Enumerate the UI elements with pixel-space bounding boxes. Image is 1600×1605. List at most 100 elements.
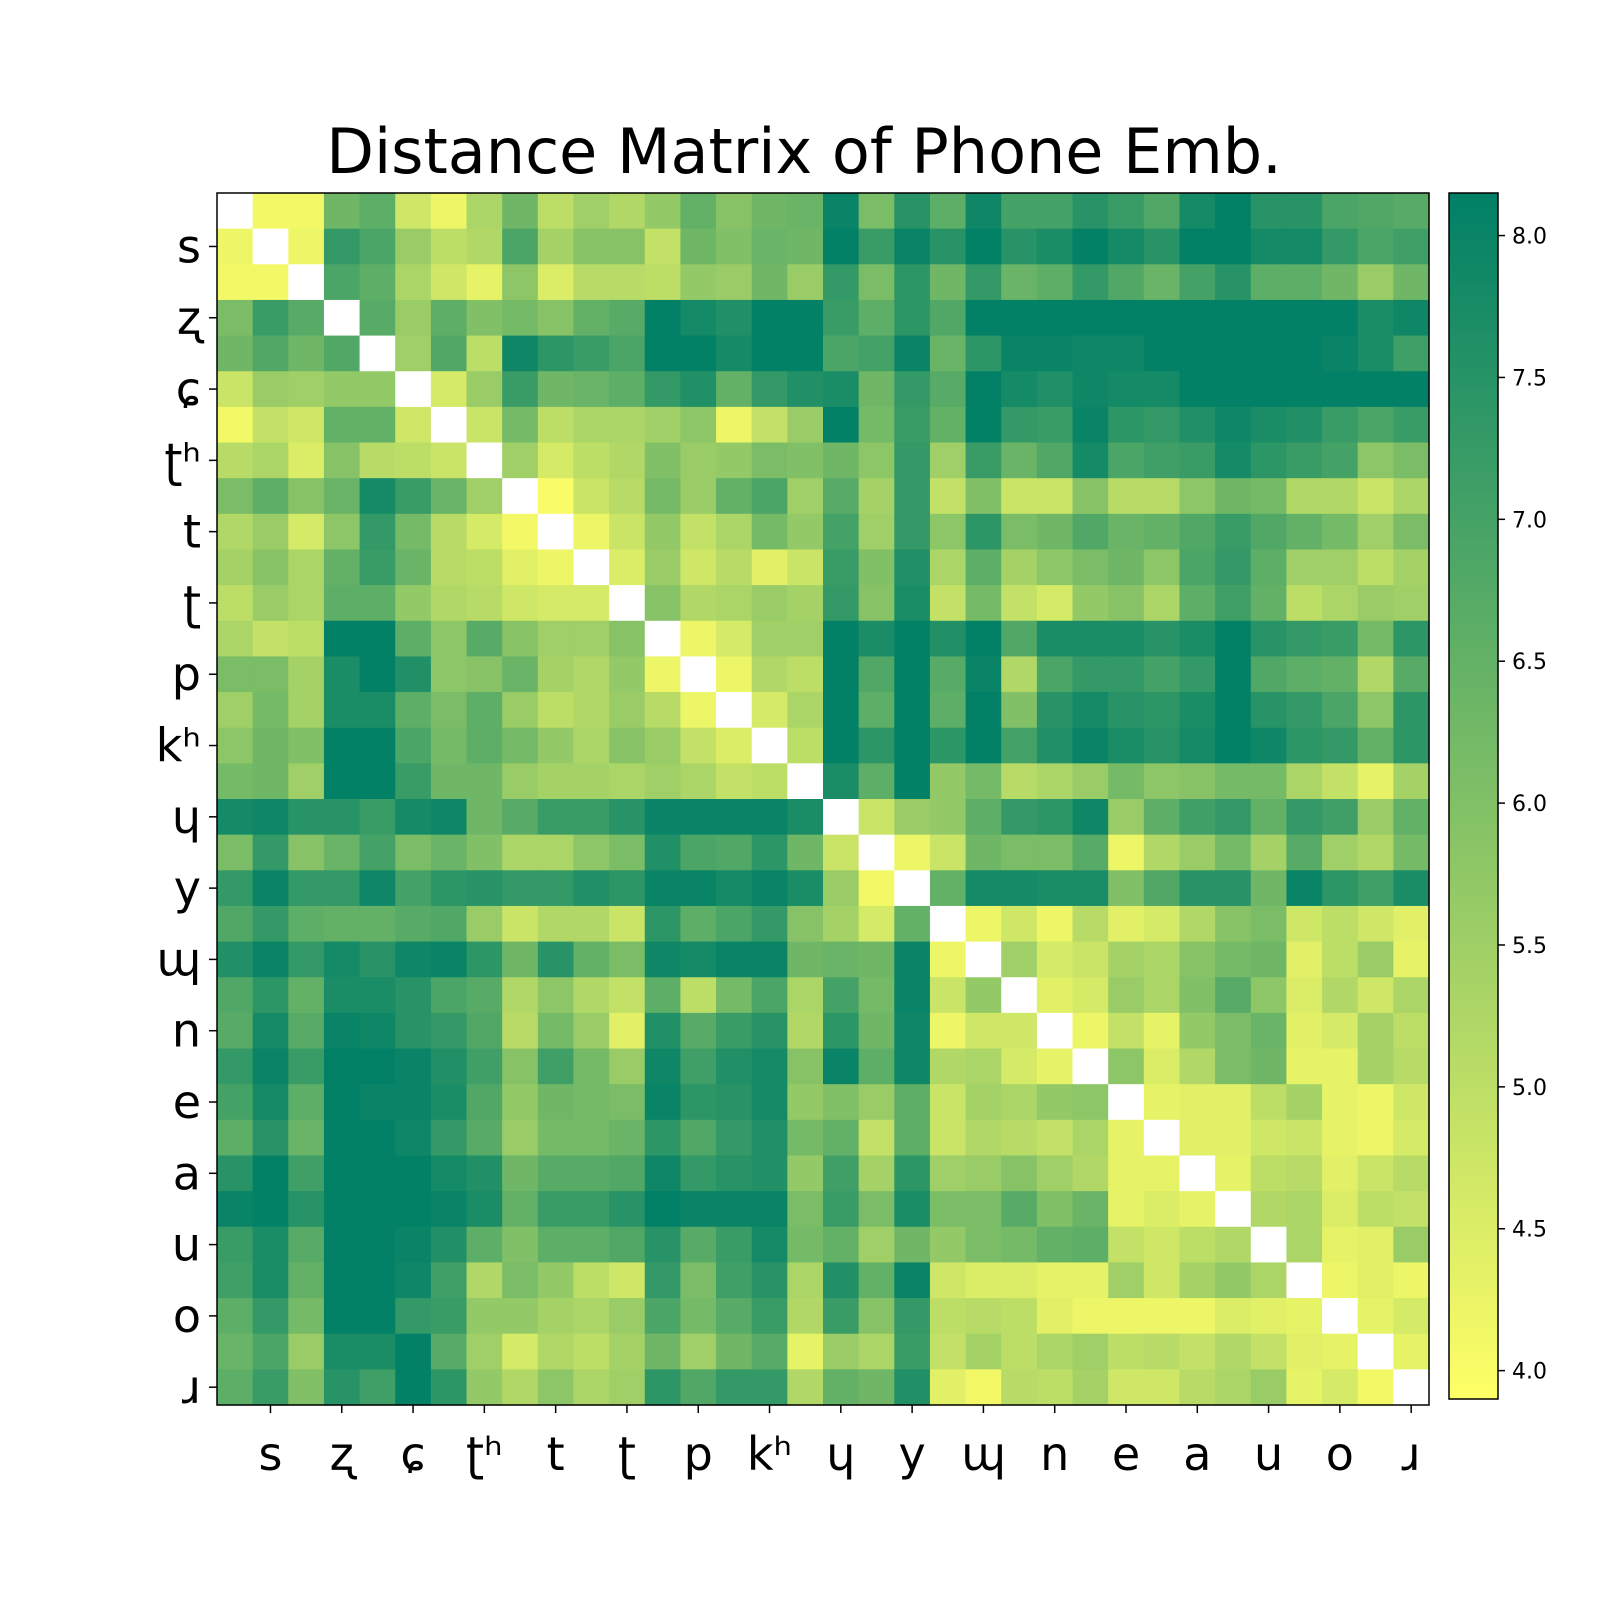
heatmap-cell xyxy=(288,834,325,871)
heatmap-cell xyxy=(395,193,432,230)
heatmap-cell xyxy=(751,1155,788,1192)
heatmap-cell xyxy=(323,870,361,907)
heatmap-cell xyxy=(252,905,289,943)
heatmap-cell xyxy=(751,941,788,978)
heatmap-cell xyxy=(787,727,824,764)
heatmap-cell xyxy=(823,1333,860,1370)
heatmap-cell xyxy=(1250,406,1288,444)
colorbar-tick-label: 6.5 xyxy=(1512,650,1547,675)
heatmap-cell xyxy=(395,264,432,301)
heatmap-cell xyxy=(395,478,432,515)
heatmap-cell xyxy=(430,1012,468,1050)
heatmap-cell xyxy=(395,1262,432,1299)
heatmap-cell xyxy=(1215,549,1252,586)
heatmap-cell xyxy=(1250,1262,1288,1299)
heatmap-cell xyxy=(858,228,895,265)
heatmap-cell xyxy=(1179,1155,1216,1192)
heatmap-cell xyxy=(1036,1191,1074,1228)
heatmap-cell xyxy=(573,799,610,836)
heatmap-cell xyxy=(858,442,895,479)
heatmap-cell xyxy=(430,442,468,479)
heatmap-cell xyxy=(858,727,895,764)
heatmap-cell xyxy=(502,692,539,729)
heatmap-cell xyxy=(288,763,325,800)
heatmap-cell xyxy=(252,620,289,658)
heatmap-cell xyxy=(537,834,575,871)
heatmap-cell xyxy=(1215,371,1252,408)
heatmap-cell xyxy=(751,692,788,729)
heatmap-cell xyxy=(466,478,503,515)
heatmap-cell xyxy=(466,228,503,265)
heatmap-cell xyxy=(823,549,860,586)
heatmap-cell xyxy=(929,620,967,658)
heatmap-cell xyxy=(680,1369,717,1406)
heatmap-cell xyxy=(1143,834,1181,871)
heatmap-cell xyxy=(1001,799,1038,836)
heatmap-cell xyxy=(1357,656,1394,693)
heatmap-cell xyxy=(1072,941,1109,978)
heatmap-cell xyxy=(502,834,539,871)
heatmap-cell xyxy=(1286,1191,1323,1228)
heatmap-cell xyxy=(288,905,325,943)
heatmap-cell xyxy=(716,299,753,337)
heatmap-cell xyxy=(858,870,895,907)
heatmap-cell xyxy=(288,1048,325,1085)
heatmap-cell xyxy=(1357,870,1394,907)
heatmap-cell xyxy=(252,442,289,479)
heatmap-cell xyxy=(573,905,610,943)
heatmap-cell xyxy=(894,1191,931,1228)
heatmap-cell xyxy=(1322,1298,1359,1335)
heatmap-cell xyxy=(359,656,396,693)
heatmap-cell xyxy=(751,1226,788,1264)
heatmap-cell xyxy=(1001,905,1038,943)
heatmap-cell xyxy=(1072,977,1109,1014)
heatmap-cell xyxy=(929,727,967,764)
heatmap-cell xyxy=(929,1012,967,1050)
heatmap-cell xyxy=(644,763,682,800)
heatmap-cell xyxy=(894,442,931,479)
heatmap-cell xyxy=(537,763,575,800)
heatmap-cell xyxy=(965,585,1002,622)
heatmap-cell xyxy=(716,692,753,729)
heatmap-cell xyxy=(751,763,788,800)
heatmap-cell xyxy=(252,692,289,729)
heatmap-cell xyxy=(1286,799,1323,836)
colorbar-tick-label: 4.0 xyxy=(1512,1360,1547,1385)
heatmap-cell xyxy=(680,1226,717,1264)
heatmap-cell xyxy=(395,727,432,764)
heatmap-cell xyxy=(537,264,575,301)
heatmap-cell xyxy=(1108,513,1145,551)
heatmap-cell xyxy=(1179,442,1216,479)
heatmap-cell xyxy=(1108,193,1145,230)
heatmap-cell xyxy=(929,799,967,836)
heatmap-cell xyxy=(1286,193,1323,230)
colorbar-tick-label: 5.5 xyxy=(1512,934,1547,959)
heatmap-cell xyxy=(894,1262,931,1299)
heatmap-cell xyxy=(1001,1191,1038,1228)
heatmap-cell xyxy=(1179,371,1216,408)
heatmap-cell xyxy=(1322,870,1359,907)
heatmap-cell xyxy=(466,513,503,551)
heatmap-cell xyxy=(1322,941,1359,978)
heatmap-cell xyxy=(1322,1262,1359,1299)
heatmap-cell xyxy=(252,549,289,586)
heatmap-cell xyxy=(466,941,503,978)
heatmap-cell xyxy=(965,727,1002,764)
heatmap-cell xyxy=(1215,1048,1252,1085)
heatmap-cell xyxy=(1393,228,1430,265)
heatmap-cell xyxy=(252,1333,289,1370)
heatmap-cell xyxy=(288,335,325,372)
heatmap-cell xyxy=(965,228,1002,265)
heatmap-cell xyxy=(252,1226,289,1264)
heatmap-cell xyxy=(502,299,539,337)
heatmap-cell xyxy=(1072,193,1109,230)
heatmap-cell xyxy=(1179,1191,1216,1228)
heatmap-cell xyxy=(1393,335,1430,372)
heatmap-cell xyxy=(787,941,824,978)
heatmap-cell xyxy=(644,727,682,764)
heatmap-cell xyxy=(680,549,717,586)
heatmap-cell xyxy=(716,264,753,301)
heatmap-cell xyxy=(929,763,967,800)
heatmap-cell xyxy=(1108,371,1145,408)
heatmap-cell xyxy=(573,692,610,729)
